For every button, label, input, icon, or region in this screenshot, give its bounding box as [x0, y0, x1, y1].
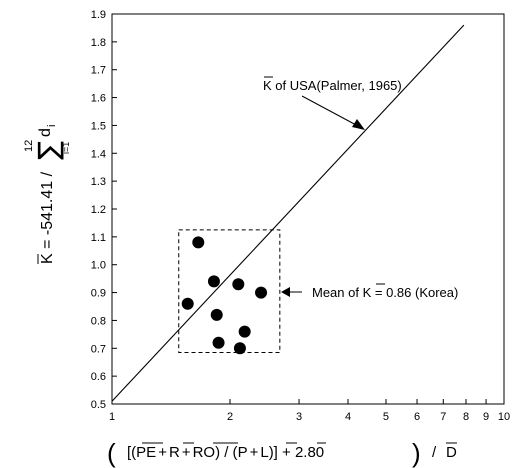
- y-tick-label: 1.6: [91, 93, 106, 105]
- data-point: [210, 308, 223, 321]
- y-tick-label: 0.6: [91, 371, 106, 383]
- korea-data-box: [178, 229, 281, 353]
- data-point: [192, 236, 205, 249]
- x-tick-label: 1: [109, 411, 115, 423]
- y-label-d: d: [37, 128, 54, 137]
- y-axis-label: K = -541.41 / ∑ 12 i=1 d i: [23, 125, 71, 264]
- x-label-paren-open: (: [107, 438, 116, 468]
- y-tick-label: 0.9: [91, 288, 106, 300]
- korea-annotation-text: = 0.86 (Korea): [371, 285, 458, 300]
- korea-annotation-arrowhead: [281, 287, 290, 297]
- x-label-slash: /: [432, 444, 437, 461]
- x-tick-label: 5: [383, 411, 389, 423]
- y-tick-label: 0.5: [91, 399, 106, 411]
- y-tick-label: 1.2: [91, 204, 106, 216]
- data-point: [238, 325, 251, 338]
- y-label-main: K = -541.41 /: [39, 171, 56, 264]
- x-tick-label: 7: [440, 411, 446, 423]
- x-axis-label: ( [(PE + R + RO) / (P + L)] + 2.80 ) / D: [107, 438, 457, 468]
- usa-annotation-arrow-line: [301, 95, 359, 127]
- y-label-sum-bottom: i=1: [61, 142, 71, 154]
- data-point: [181, 297, 194, 310]
- data-points: [181, 236, 268, 355]
- x-label-ro: RO: [193, 444, 216, 461]
- x-label-paren-close: ): [412, 438, 421, 468]
- usa-reference-line: [111, 24, 465, 402]
- x-tick-label: 9: [483, 411, 489, 423]
- y-tick-label: 1.0: [91, 260, 106, 272]
- x-label-p: P: [238, 444, 248, 461]
- korea-annotation: Mean of K = 0.86 (Korea): [312, 285, 458, 300]
- data-point: [233, 342, 246, 355]
- x-label-pe: PE: [136, 444, 156, 461]
- y-tick-label: 1.7: [91, 65, 106, 77]
- plot-frame: [111, 13, 505, 405]
- usa-annotation-k: K: [263, 78, 272, 93]
- y-label-i: i: [46, 125, 58, 127]
- y-axis-ticks: 0.5 0.6 0.7 0.8 0.9 1.0 1.1 1.2 1.3 1.4 1.5 1.6 1.7 1…: [91, 9, 117, 411]
- y-tick-label: 1.4: [91, 148, 106, 160]
- y-tick-label: 1.8: [91, 37, 106, 49]
- x-tick-label: 2: [227, 411, 233, 423]
- x-tick-label: 3: [296, 411, 302, 423]
- y-label-sum-top: 12: [23, 140, 35, 152]
- data-point: [212, 336, 225, 349]
- x-axis-ticks: 1 2 3 4 5 6 7 8 9 10: [109, 399, 510, 423]
- korea-annotation-pre: Mean of: [312, 285, 363, 300]
- y-tick-label: 1.3: [91, 176, 106, 188]
- x-label-formula: [(PE + R + RO) / (P + L)] + 2.80: [127, 444, 324, 461]
- x-tick-label: 4: [345, 411, 351, 423]
- x-tick-label: 8: [463, 411, 469, 423]
- y-label-sigma: ∑: [32, 141, 65, 160]
- usa-annotation-text: of USA(Palmer, 1965): [272, 78, 402, 93]
- data-point: [255, 286, 268, 299]
- data-point: [232, 278, 245, 291]
- korea-annotation-k: K: [363, 285, 372, 300]
- x-label-r: R: [169, 444, 180, 461]
- y-tick-label: 0.8: [91, 315, 106, 327]
- x-tick-label: 6: [414, 411, 420, 423]
- y-tick-label: 1.5: [91, 120, 106, 132]
- y-tick-label: 1.1: [91, 232, 106, 244]
- usa-annotation: K of USA(Palmer, 1965): [263, 78, 402, 93]
- x-tick-label: 10: [498, 411, 510, 423]
- usa-annotation-arrowhead: [352, 119, 365, 130]
- data-point: [207, 275, 220, 288]
- y-tick-label: 1.9: [91, 9, 106, 21]
- y-tick-label: 0.7: [91, 343, 106, 355]
- x-label-d: D: [446, 444, 457, 461]
- x-label-l: L: [260, 444, 268, 461]
